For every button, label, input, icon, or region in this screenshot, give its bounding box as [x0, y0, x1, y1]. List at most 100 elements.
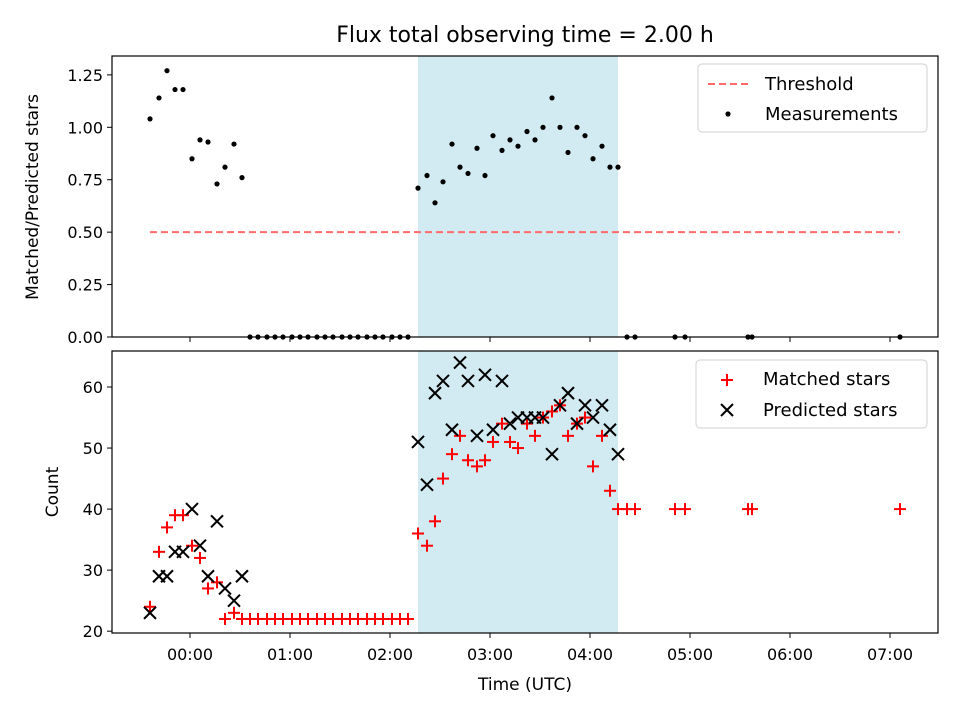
bottom-y-tick-label: 40	[83, 500, 103, 519]
predicted-star-point	[428, 386, 442, 400]
measurement-point	[557, 124, 563, 130]
measurement-point	[574, 124, 580, 130]
x-tick-label: 04:00	[567, 645, 613, 664]
matched-star-point	[504, 435, 516, 448]
matched-star-point	[202, 582, 214, 595]
chart-title: Flux total observing time = 2.00 h	[336, 23, 714, 48]
matched-star-point	[471, 460, 483, 473]
measurement-point	[532, 137, 538, 143]
top-legend: Threshold Measurements	[697, 63, 928, 133]
matched-star-point	[219, 612, 231, 625]
measurement-point	[482, 172, 488, 179]
top-axes-frame	[111, 55, 939, 338]
matched-star-point	[629, 503, 641, 516]
x-tick-label: 03:00	[467, 645, 513, 664]
x-axis-label: Time (UTC)	[477, 675, 572, 695]
measurement-point	[164, 68, 170, 74]
measurement-point	[415, 185, 421, 191]
predicted-star-point	[453, 355, 467, 370]
matched-star-point	[446, 448, 458, 461]
matched-star-point	[161, 521, 173, 534]
matched-star-point	[479, 454, 491, 467]
matched-star-point	[228, 606, 240, 619]
matched-star-point	[412, 527, 424, 540]
measurement-point	[599, 143, 605, 149]
measurement-point	[172, 86, 178, 93]
predicted-star-point	[478, 368, 492, 382]
matched-star-point	[194, 551, 206, 564]
predicted-star-point	[210, 514, 224, 529]
bottom-legend: Matched stars Predicted stars	[695, 359, 928, 429]
legend-threshold-label: Threshold	[764, 74, 854, 95]
predicted-star-point	[176, 545, 190, 559]
measurement-point	[449, 141, 455, 147]
predicted-star-point	[486, 423, 500, 437]
measurement-point	[432, 200, 438, 206]
measurement-point	[499, 147, 505, 153]
matched-star-point	[437, 472, 449, 485]
x-tick-label: 06:00	[767, 645, 813, 664]
matched-star-point	[562, 429, 574, 442]
predicted-star-point	[603, 423, 617, 437]
predicted-star-point	[160, 569, 174, 583]
predicted-star-point	[611, 447, 625, 461]
predicted-star-point	[461, 374, 475, 388]
bottom-axes-frame	[111, 350, 939, 634]
x-tick-label: 02:00	[367, 645, 413, 664]
x-tick-label: 01:00	[267, 645, 313, 664]
predicted-star-point	[420, 477, 434, 492]
bottom-y-tick-label: 50	[83, 439, 103, 458]
bottom-y-axis-label: Count	[43, 466, 63, 517]
bottom-y-tick-label: 20	[83, 622, 103, 641]
bottom-panel: 20 30 40 50 60 00:00 01:00 02:00 03:00 04:00 05:0…	[43, 350, 939, 695]
measurement-point	[565, 149, 571, 156]
matched-star-point	[604, 484, 616, 497]
measurement-point	[474, 145, 480, 151]
predicted-star-point	[235, 569, 249, 583]
bottom-x-axis: 00:00 01:00 02:00 03:00 04:00 05:00 06:00 07:00	[167, 633, 913, 664]
matched-star-point	[529, 429, 541, 442]
matched-stars-series	[144, 399, 906, 625]
measurement-point	[615, 164, 621, 170]
bottom-shaded-interval	[418, 351, 618, 633]
legend-measurements-swatch	[725, 111, 731, 117]
x-tick-label: 00:00	[167, 645, 213, 664]
top-x-ticks	[189, 337, 891, 342]
measurement-point	[239, 175, 245, 181]
bottom-legend-box	[695, 359, 928, 429]
legend-predicted-swatch	[720, 403, 734, 417]
measurement-point	[147, 116, 153, 122]
x-tick-label: 07:00	[867, 645, 913, 664]
measurement-point	[540, 124, 546, 130]
matched-star-point	[579, 411, 591, 424]
bottom-y-axis: 20 30 40 50 60	[83, 378, 112, 641]
matched-star-point	[153, 545, 165, 558]
measurement-point	[440, 179, 446, 185]
measurement-point	[607, 164, 613, 170]
matched-star-point	[144, 600, 156, 613]
matched-star-point	[429, 515, 441, 528]
predicted-star-point	[227, 593, 241, 608]
measurement-point	[197, 137, 203, 143]
measurement-point	[180, 86, 186, 93]
measurement-point	[490, 133, 496, 139]
predicted-star-point	[436, 374, 450, 388]
matched-star-point	[402, 612, 414, 625]
top-y-axis: 0.00 0.25 0.50 0.75 1.00 1.25	[67, 66, 112, 347]
matched-star-point	[587, 460, 599, 473]
matched-star-point	[421, 539, 433, 552]
top-y-tick-label: 0.50	[67, 223, 103, 242]
matched-star-point	[679, 503, 691, 516]
predicted-star-point	[143, 606, 157, 620]
top-y-tick-label: 1.00	[67, 118, 103, 137]
measurement-point	[214, 181, 220, 187]
matched-star-point	[454, 429, 466, 442]
predicted-star-point	[445, 423, 459, 437]
measurement-point	[205, 139, 211, 145]
top-shaded-interval	[418, 56, 618, 337]
bottom-y-tick-label: 60	[83, 378, 103, 397]
top-y-axis-label: Matched/Predicted stars	[23, 94, 43, 300]
predicted-star-point	[570, 416, 584, 431]
predicted-star-point	[545, 447, 559, 461]
